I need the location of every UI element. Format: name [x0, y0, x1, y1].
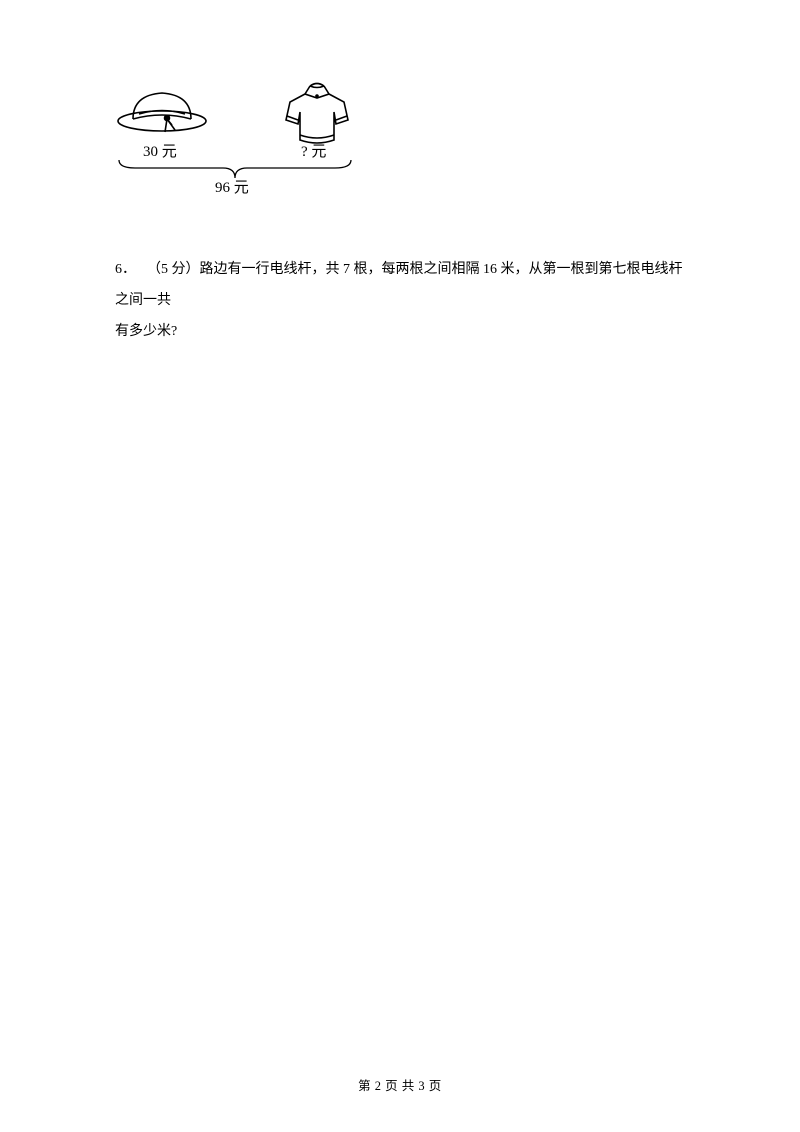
page: 30 元 ? 元 96 元 6．（5 分）路边有一行电线杆，共 7 根，每两根之… [0, 0, 800, 1132]
total-price-label: 96 元 [215, 176, 249, 197]
price-diagram: 30 元 ? 元 96 元 [115, 80, 395, 230]
question-6: 6．（5 分）路边有一行电线杆，共 7 根，每两根之间相隔 16 米，从第一根到… [115, 255, 685, 347]
question-points: （5 分） [147, 262, 200, 277]
page-number: 第 2 页 共 3 页 [358, 1079, 442, 1093]
question-text-1: 路边有一行电线杆，共 7 根，每两根之间相隔 16 米，从第一根到第七根电线杆之… [115, 262, 683, 308]
question-number: 6． [115, 255, 147, 286]
page-footer: 第 2 页 共 3 页 [0, 1075, 800, 1094]
question-text-2: 有多少米? [115, 324, 177, 339]
hat-icon [115, 85, 210, 145]
